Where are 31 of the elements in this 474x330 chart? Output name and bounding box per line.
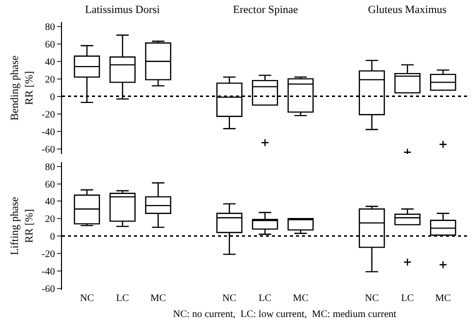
y-tick-label: 0 <box>50 92 55 103</box>
y-tick-label: -40 <box>42 266 55 278</box>
x-tick-label: NC <box>222 293 237 304</box>
y-tick-label: 20 <box>45 74 55 86</box>
y-tick-label: -60 <box>42 144 55 156</box>
y-tick-label: 60 <box>45 179 55 190</box>
y-tick-label: -20 <box>42 109 55 120</box>
text: Gluteus Maximus <box>368 4 447 16</box>
text: Erector Spinae <box>233 4 298 16</box>
y-tick-label: 0 <box>50 232 55 243</box>
text: Latissimus Dorsi <box>85 4 160 16</box>
x-tick-label: LC <box>401 293 414 304</box>
y-tick-label: -60 <box>42 284 55 295</box>
y-axis-title: Bending phase RR [%] <box>9 55 36 121</box>
y-tick-label: -40 <box>42 126 55 138</box>
y-tick-label: 20 <box>45 214 55 226</box>
y-tick-label: -20 <box>42 248 55 260</box>
x-tick-label: MC <box>150 293 166 304</box>
x-tick-label: MC <box>435 293 452 304</box>
x-tick-label: NC <box>364 293 380 304</box>
y-tick-label: 60 <box>45 39 55 50</box>
x-tick-label: LC <box>116 293 130 304</box>
y-tick-label: 40 <box>45 56 55 68</box>
y-tick-label: 80 <box>45 22 55 33</box>
x-tick-label: LC <box>258 293 272 304</box>
x-tick-label: MC <box>292 293 309 304</box>
y-axis-title: Lifting phase RR [%] <box>9 196 36 256</box>
y-tick-label: 80 <box>45 162 55 173</box>
text: NC: no current, LC: low current, MC: medium current <box>173 309 397 320</box>
y-tick-label: 40 <box>45 196 55 208</box>
x-tick-label: NC <box>80 293 94 304</box>
